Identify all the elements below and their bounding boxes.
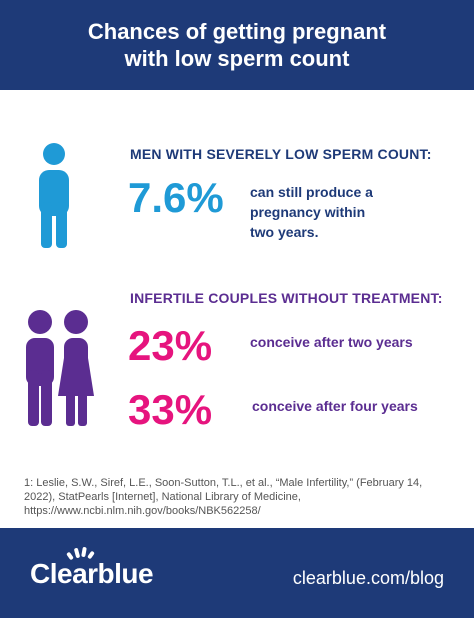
man-icon — [39, 143, 69, 248]
footnote: 1: Leslie, S.W., Siref, L.E., Soon-Sutto… — [24, 476, 444, 518]
section1-desc-line-3: two years. — [250, 224, 319, 240]
title-line-2: with low sperm count — [124, 46, 350, 71]
footer-banner: Clearblue clearblue.com/blog — [0, 528, 474, 618]
blog-url-link[interactable]: clearblue.com/blog — [292, 568, 444, 588]
section1-description: can still produce a pregnancy within two… — [250, 182, 430, 242]
page-title: Chances of getting pregnant with low spe… — [0, 18, 474, 72]
section1-desc-line-2: pregnancy within — [250, 204, 366, 220]
section2-stat-two-years: 23% — [128, 322, 213, 369]
section1-desc-line-1: can still produce a — [250, 184, 373, 200]
section2-heading: INFERTILE COUPLES WITHOUT TREATMENT: — [130, 290, 443, 306]
title-line-1: Chances of getting pregnant — [87, 19, 387, 44]
brand-logo: Clearblue — [30, 558, 154, 589]
section1-stat: 7.6% — [128, 174, 224, 221]
section2-stat-four-years: 33% — [128, 386, 213, 433]
footnote-line-3[interactable]: https://www.ncbi.nlm.nih.gov/books/NBK56… — [24, 505, 261, 517]
section2-desc-two-years: conceive after two years — [250, 334, 413, 350]
content-panel: MEN WITH SEVERELY LOW SPERM COUNT: 7.6% … — [0, 90, 474, 528]
logo-sparkle-icon — [66, 547, 95, 560]
section1-heading: MEN WITH SEVERELY LOW SPERM COUNT: — [130, 146, 432, 162]
footnote-line-1: 1: Leslie, S.W., Siref, L.E., Soon-Sutto… — [24, 477, 423, 489]
footnote-line-2: 2022), StatPearls [Internet], National L… — [24, 491, 301, 503]
couple-icon — [26, 310, 94, 426]
header-banner: Chances of getting pregnant with low spe… — [0, 0, 474, 90]
section2-desc-four-years: conceive after four years — [252, 398, 418, 414]
